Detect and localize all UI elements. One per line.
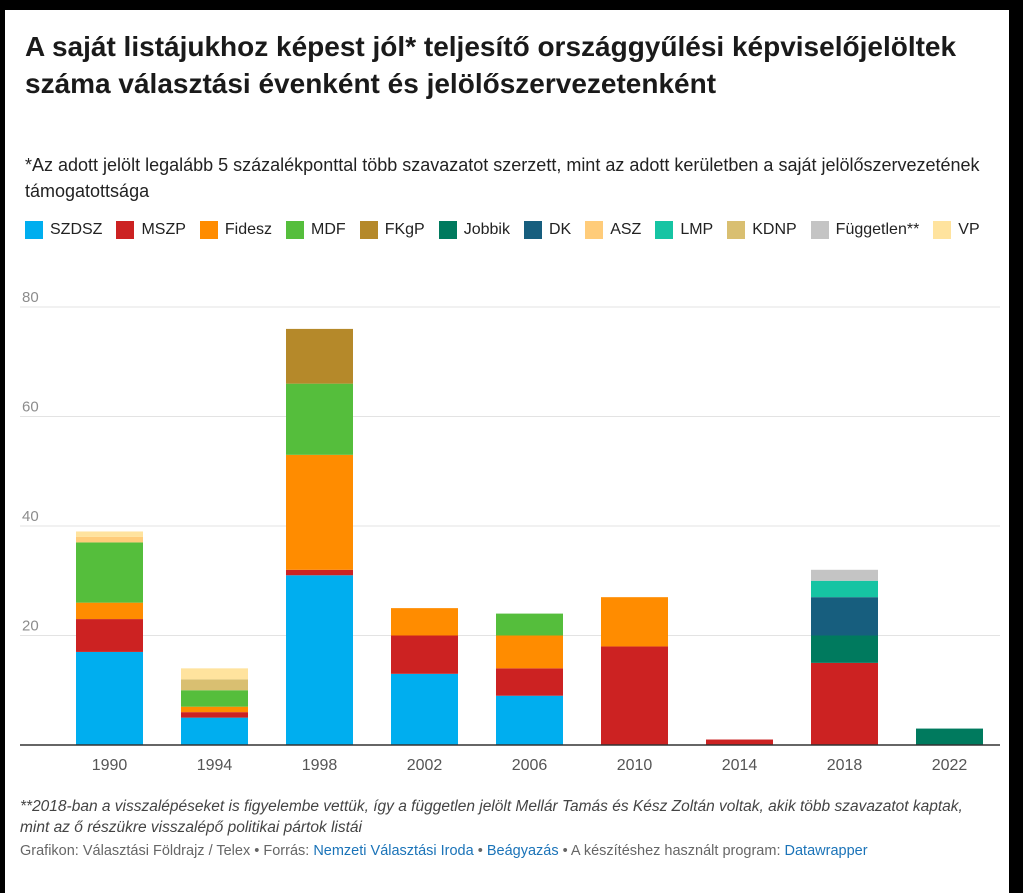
- legend-swatch: [199, 221, 218, 239]
- chart-title: A saját listájukhoz képest jól* teljesít…: [25, 31, 957, 99]
- bar-segment-mdf: [76, 542, 143, 603]
- bar-segment-fidesz: [391, 608, 458, 636]
- legend-swatch: [25, 221, 43, 239]
- legend-swatch: [359, 221, 378, 239]
- legend-item: MDF: [286, 218, 346, 242]
- bar-segment-vp: [181, 668, 248, 680]
- footer-separator: •: [254, 843, 260, 859]
- y-tick-label: 60: [22, 399, 39, 416]
- y-tick-label: 80: [22, 290, 39, 306]
- bar-segment-mszp: [181, 712, 248, 718]
- legend-swatch: [655, 221, 674, 239]
- footer-tool-label: A készítéshez használt program:: [570, 843, 781, 859]
- bar-segment-fidesz: [76, 602, 143, 620]
- legend-label: Jobbik: [463, 221, 510, 238]
- footer-source-label: Forrás:: [263, 843, 310, 859]
- x-tick-label: 2010: [617, 757, 653, 774]
- legend-swatch: [933, 221, 952, 239]
- bar-segment-kdnp: [181, 679, 248, 691]
- legend-item: KDNP: [727, 218, 797, 242]
- bar-segment-vp: [76, 531, 143, 537]
- bar-segment-jobbik: [916, 728, 983, 745]
- bar-segment-fidesz: [286, 454, 353, 570]
- bar-segment-szdsz: [496, 695, 563, 745]
- bar-segment-szdsz: [76, 651, 143, 745]
- footer: Grafikon: Választási Földrajz / Telex • …: [20, 843, 1000, 859]
- bar-segment-szdsz: [181, 717, 248, 745]
- x-tick-label: 2006: [512, 757, 548, 774]
- legend-label: ASZ: [610, 221, 642, 238]
- bar-segment-fidesz: [496, 635, 563, 669]
- legend-item: FKgP: [359, 218, 425, 242]
- bar-segment-szdsz: [391, 673, 458, 745]
- legend-item: VP: [933, 218, 980, 242]
- bar-segment-szdsz: [286, 575, 353, 745]
- legend-label: KDNP: [752, 221, 797, 238]
- legend-label: FKgP: [384, 221, 425, 238]
- legend-item: Fidesz: [199, 218, 273, 242]
- footer-separator: •: [477, 843, 483, 859]
- x-tick-label: 2014: [722, 757, 758, 774]
- legend-item: MSZP: [116, 218, 186, 242]
- legend-label: VP: [958, 221, 980, 238]
- bar-segment-jobbik: [811, 635, 878, 663]
- legend-label: LMP: [680, 221, 714, 238]
- y-tick-label: 20: [22, 618, 39, 635]
- legend-swatch: [116, 221, 135, 239]
- bar-segment-mszp: [811, 662, 878, 745]
- bar-segment-lmp: [811, 580, 878, 598]
- bar-segment-fidesz: [181, 706, 248, 713]
- legend-swatch: [585, 221, 604, 239]
- x-tick-label: 1994: [197, 757, 233, 774]
- legend-item: Független**: [810, 218, 920, 242]
- legend-swatch: [286, 221, 305, 239]
- x-tick-label: 2018: [827, 757, 863, 774]
- bar-segment-mszp: [76, 619, 143, 652]
- legend-item: SZDSZ: [25, 218, 102, 242]
- legend-swatch: [727, 221, 746, 239]
- x-tick-label: 2022: [932, 757, 968, 774]
- bar-segment-mszp: [286, 569, 353, 576]
- x-tick-label: 1990: [92, 757, 128, 774]
- bar-segment-mszp: [706, 739, 773, 745]
- bar-segment-fidesz: [601, 597, 668, 647]
- footnote: **2018-ban a visszalépéseket is figyelem…: [20, 798, 963, 836]
- legend-swatch: [810, 221, 829, 239]
- bar-segment-asz: [76, 536, 143, 543]
- bar-segment-független: [811, 569, 878, 581]
- datawrapper-link[interactable]: Datawrapper: [784, 843, 868, 859]
- legend-swatch: [438, 221, 457, 239]
- legend-label: Fidesz: [224, 221, 273, 238]
- chart-subtitle: *Az adott jelölt legalább 5 százalékpont…: [25, 155, 980, 201]
- legend: SZDSZ MSZP Fidesz MDF FKgP Jobbik DK ASZ LMP KDNP…: [25, 218, 995, 245]
- bar-segment-mszp: [496, 668, 563, 696]
- legend-label: Független**: [835, 221, 920, 238]
- legend-label: DK: [548, 221, 572, 238]
- legend-item: ASZ: [585, 218, 641, 242]
- stacked-bar-chart: 20 40 60 80 1990 1994 1998 2002 2006 2010 2014 2018…: [20, 290, 1000, 774]
- y-tick-label: 40: [22, 508, 39, 525]
- embed-link[interactable]: Beágyazás: [486, 843, 559, 859]
- bar-segment-mszp: [391, 635, 458, 674]
- chart-frame: A saját listájukhoz képest jól* teljesít…: [5, 10, 1009, 893]
- bar-segment-fkgp: [286, 328, 353, 384]
- footer-credit: Grafikon: Választási Földrajz / Telex: [20, 843, 251, 859]
- bar-segment-mdf: [286, 383, 353, 455]
- footer-separator: •: [562, 843, 568, 859]
- legend-label: SZDSZ: [50, 221, 103, 238]
- source-link[interactable]: Nemzeti Választási Iroda: [313, 843, 474, 859]
- bar-segment-mdf: [181, 690, 248, 707]
- bar-segment-mdf: [496, 613, 563, 636]
- bar-segment-dk: [811, 597, 878, 636]
- bar-segment-mszp: [601, 646, 668, 745]
- legend-label: MSZP: [141, 221, 186, 238]
- x-tick-label: 2002: [407, 757, 443, 774]
- x-tick-label: 1998: [302, 757, 338, 774]
- legend-item: DK: [523, 218, 572, 242]
- legend-item: LMP: [655, 218, 713, 242]
- legend-label: MDF: [311, 221, 346, 238]
- legend-item: Jobbik: [438, 218, 510, 242]
- legend-swatch: [523, 221, 542, 239]
